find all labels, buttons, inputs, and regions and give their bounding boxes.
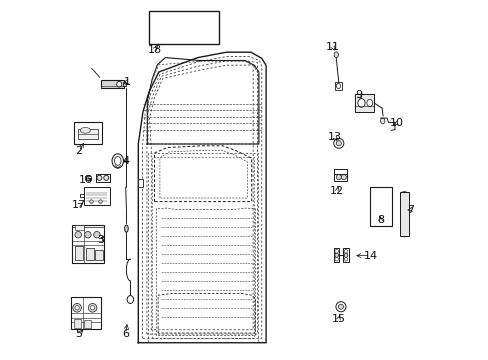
Ellipse shape (117, 81, 122, 87)
Ellipse shape (338, 304, 343, 309)
Ellipse shape (381, 214, 387, 221)
Ellipse shape (333, 138, 343, 148)
Ellipse shape (112, 154, 123, 168)
Ellipse shape (103, 175, 108, 180)
Ellipse shape (124, 225, 128, 232)
Bar (78, 129, 98, 139)
Bar (85, 176, 91, 180)
Ellipse shape (94, 231, 100, 238)
Ellipse shape (370, 213, 377, 222)
Ellipse shape (89, 200, 93, 203)
Bar (84, 187, 109, 205)
Ellipse shape (334, 257, 338, 261)
Ellipse shape (196, 20, 209, 37)
Bar (71, 297, 101, 329)
Ellipse shape (336, 141, 341, 146)
Bar (84, 320, 91, 328)
Text: 10: 10 (389, 118, 403, 128)
Text: 15: 15 (331, 314, 345, 324)
Ellipse shape (344, 257, 347, 261)
Bar (96, 174, 110, 182)
Ellipse shape (344, 249, 347, 253)
Ellipse shape (75, 306, 79, 310)
Ellipse shape (357, 99, 365, 107)
Bar (333, 174, 347, 181)
Text: 17: 17 (72, 200, 86, 210)
Text: 8: 8 (376, 215, 384, 225)
Ellipse shape (199, 23, 206, 33)
Ellipse shape (381, 190, 387, 197)
Ellipse shape (370, 190, 377, 197)
Bar (72, 225, 104, 263)
Bar (369, 187, 391, 226)
Ellipse shape (88, 303, 97, 312)
Text: 9: 9 (355, 90, 362, 100)
Ellipse shape (336, 84, 340, 89)
Text: 13: 13 (327, 132, 341, 142)
Ellipse shape (186, 26, 190, 31)
Ellipse shape (127, 296, 133, 303)
Ellipse shape (400, 192, 407, 197)
Polygon shape (73, 122, 102, 144)
Text: 6: 6 (122, 329, 129, 339)
Ellipse shape (90, 306, 95, 310)
Bar (95, 250, 102, 260)
Bar (399, 192, 408, 236)
Bar (86, 248, 94, 260)
Bar (73, 319, 81, 328)
Ellipse shape (99, 200, 102, 203)
Bar (149, 11, 219, 44)
Text: 12: 12 (329, 186, 344, 196)
Ellipse shape (341, 175, 346, 180)
Bar (75, 225, 83, 230)
Text: 5: 5 (75, 329, 82, 339)
Text: 4: 4 (122, 156, 130, 166)
Text: 7: 7 (407, 204, 413, 215)
Ellipse shape (333, 52, 338, 58)
Bar (101, 80, 123, 88)
Text: 14: 14 (363, 251, 377, 261)
Ellipse shape (75, 231, 81, 238)
Text: 3: 3 (97, 235, 104, 246)
Ellipse shape (334, 253, 338, 257)
Ellipse shape (335, 302, 346, 312)
Bar (333, 248, 339, 262)
Text: 11: 11 (325, 42, 339, 52)
Ellipse shape (400, 231, 407, 237)
Bar (75, 246, 83, 260)
Ellipse shape (366, 99, 372, 107)
Bar (122, 82, 126, 86)
Ellipse shape (97, 175, 102, 180)
Bar (343, 248, 348, 262)
Ellipse shape (171, 25, 175, 32)
Text: 1: 1 (124, 77, 131, 87)
Ellipse shape (380, 118, 384, 124)
Ellipse shape (152, 22, 162, 35)
Bar (335, 82, 341, 90)
Ellipse shape (73, 303, 81, 312)
Ellipse shape (150, 19, 164, 38)
Ellipse shape (85, 175, 90, 180)
Ellipse shape (80, 127, 90, 133)
Text: 2: 2 (75, 146, 82, 156)
Ellipse shape (114, 157, 121, 165)
Ellipse shape (164, 24, 170, 33)
Ellipse shape (344, 253, 347, 257)
Text: 16: 16 (79, 175, 93, 185)
Text: 18: 18 (147, 45, 161, 55)
Bar (186, 24, 190, 33)
Bar (138, 179, 143, 187)
Ellipse shape (336, 175, 341, 180)
Ellipse shape (84, 231, 91, 238)
Bar (355, 94, 373, 112)
Ellipse shape (334, 249, 338, 253)
Bar (163, 21, 178, 36)
